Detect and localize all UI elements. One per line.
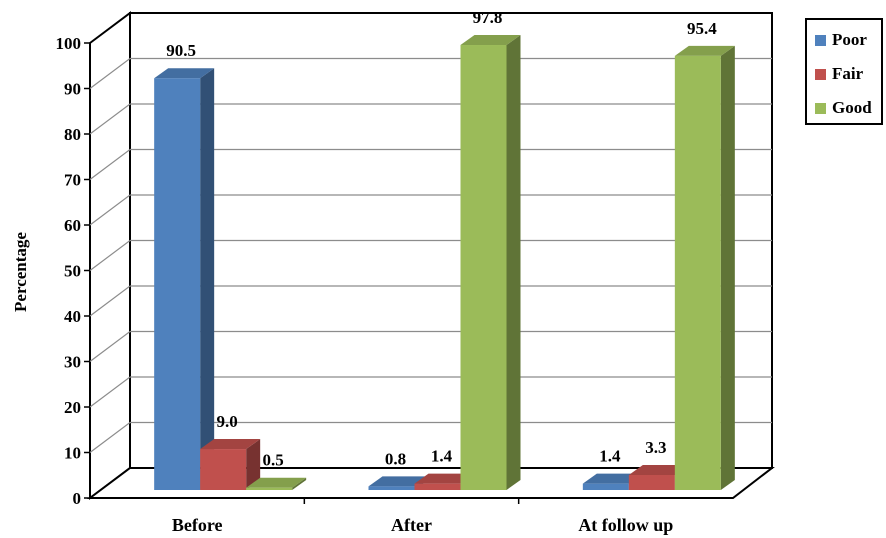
- bar-side: [246, 439, 261, 490]
- gridline-side: [89, 285, 131, 317]
- gridline-side: [89, 240, 131, 271]
- gridlines: [89, 57, 772, 453]
- bar-top: [460, 35, 521, 46]
- bar-top: [628, 464, 689, 475]
- bar-top: [200, 439, 261, 450]
- bar-top: [674, 45, 735, 56]
- data-label: 90.5: [166, 41, 196, 60]
- bar-front: [628, 474, 675, 490]
- data-label: 0.8: [385, 449, 406, 468]
- legend-label-poor: Poor: [832, 30, 867, 49]
- data-label: 95.4: [687, 19, 717, 38]
- bar-front: [582, 483, 629, 490]
- data-label: 1.4: [431, 447, 453, 466]
- x-tick-label: After: [391, 515, 432, 535]
- y-tick-label: 100: [56, 34, 82, 53]
- legend-item-fair: Fair: [815, 64, 863, 84]
- y-tick-label: 30: [64, 353, 81, 372]
- bar-front: [368, 486, 415, 490]
- bar-side: [292, 477, 307, 490]
- y-tick-label: 0: [73, 489, 82, 508]
- y-tick-label: 90: [64, 80, 81, 99]
- gridline-side: [89, 331, 131, 362]
- legend-label-good: Good: [832, 98, 872, 117]
- bar-side: [506, 35, 521, 490]
- y-tick-label: 20: [64, 398, 81, 417]
- bar-top: [154, 68, 215, 79]
- gridline-side: [89, 103, 131, 135]
- gridline-side: [89, 194, 131, 226]
- bar-front: [460, 45, 507, 490]
- bar-front: [200, 449, 247, 490]
- bar-front: [674, 55, 721, 491]
- bar-top: [246, 477, 307, 488]
- data-label: 97.8: [473, 8, 503, 27]
- gridline-side: [89, 149, 131, 180]
- data-label: 1.4: [599, 447, 621, 466]
- bar-front: [246, 487, 293, 490]
- gridline-side: [89, 58, 131, 89]
- bar-front: [414, 483, 461, 490]
- legend-swatch-fair: [815, 68, 826, 80]
- legend-swatch-poor: [815, 34, 826, 46]
- data-label: 0.5: [263, 451, 284, 470]
- bar-good-2: [674, 45, 735, 491]
- bar-front: [154, 78, 201, 490]
- bar-good-1: [460, 35, 521, 490]
- bar-good-0: [246, 477, 307, 490]
- legend-item-poor: Poor: [815, 30, 867, 50]
- y-axis-label: Percentage: [11, 232, 30, 312]
- legend-item-good: Good: [815, 98, 872, 118]
- x-tick-label: Before: [172, 515, 223, 535]
- y-axis-ticks: 0 10 20 30 40 50 60 70 80 90 100: [56, 34, 90, 508]
- legend-swatch-good: [815, 102, 826, 114]
- y-tick-label: 70: [64, 171, 81, 190]
- y-tick-label: 50: [64, 262, 81, 281]
- bar-side: [720, 45, 735, 491]
- bar-poor-0: [154, 68, 215, 490]
- data-label: 3.3: [645, 438, 666, 457]
- data-label: 9.0: [217, 412, 238, 431]
- legend: Poor Fair Good: [805, 18, 883, 125]
- data-labels: 90.5 9.0 0.5 0.8 1.4 97.8 1.4 3.3 95.4: [166, 8, 717, 470]
- legend-label-fair: Fair: [832, 64, 864, 83]
- x-tick-label: At follow up: [578, 515, 673, 535]
- bar-top: [414, 473, 475, 484]
- bars: [154, 35, 735, 491]
- gridline-side: [89, 422, 131, 453]
- y-tick-label: 40: [64, 307, 81, 326]
- x-axis: Before After At follow up: [172, 498, 673, 535]
- bar-top: [368, 476, 429, 487]
- gridline-side: [89, 376, 131, 408]
- bar-fair-0: [200, 439, 261, 490]
- y-tick-label: 60: [64, 216, 81, 235]
- y-tick-label: 80: [64, 125, 81, 144]
- bar-side: [200, 68, 215, 490]
- bar-top: [582, 473, 643, 484]
- y-tick-label: 10: [64, 444, 81, 463]
